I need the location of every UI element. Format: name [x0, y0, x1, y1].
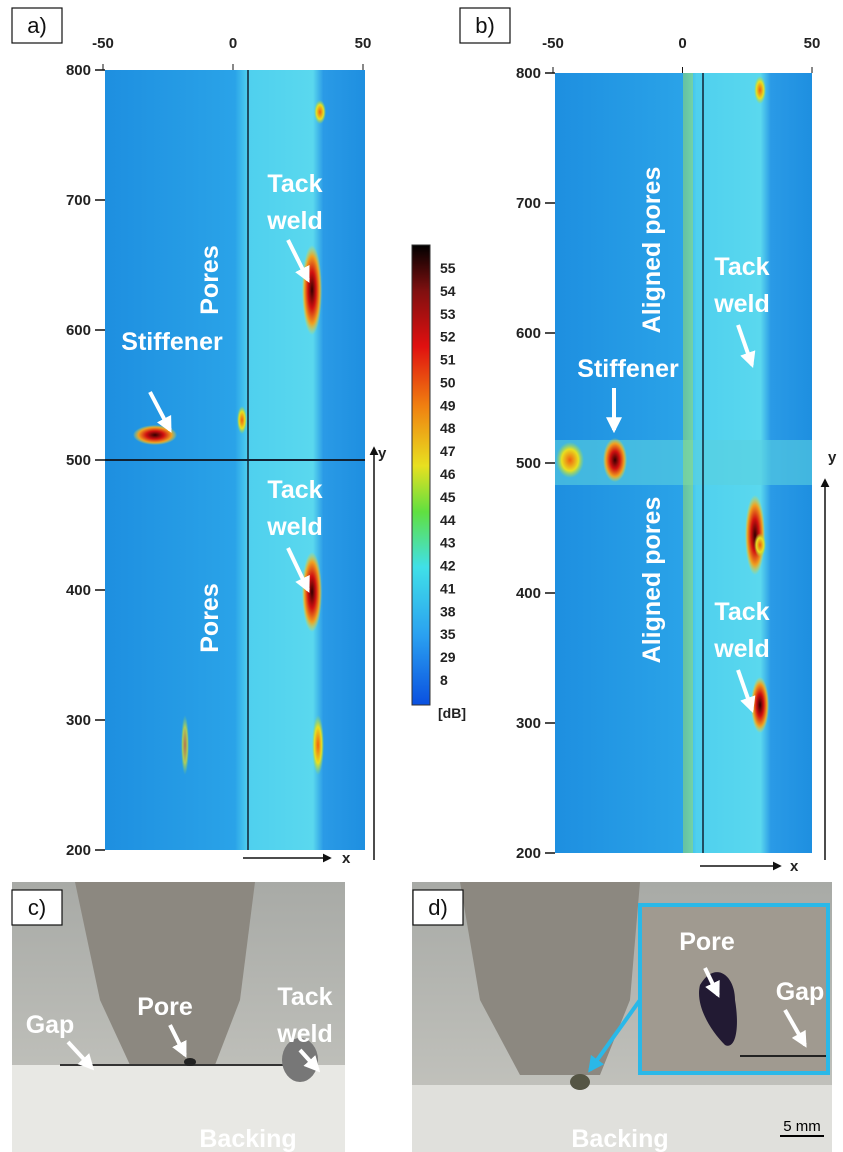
micrograph-d [412, 882, 832, 1152]
colorbar-label: 49 [440, 397, 456, 413]
x-tick-label: 50 [355, 35, 372, 52]
colorbar-label: 47 [440, 443, 456, 459]
annotation: Pores [196, 245, 224, 314]
x-tick-label: 0 [229, 35, 237, 52]
colorbar-label: 43 [440, 535, 456, 551]
colorbar-label: 35 [440, 626, 456, 642]
colorbar [412, 245, 430, 705]
y-tick-label: 600 [66, 322, 91, 339]
panel-label: c) [28, 895, 46, 920]
colorbar-label: 54 [440, 283, 456, 299]
y-tick-label: 700 [516, 195, 541, 212]
colorbar-label: 50 [440, 374, 456, 390]
panel-label: b) [475, 13, 495, 38]
annotation: Pores [196, 583, 224, 652]
panel-label: d) [428, 895, 448, 920]
annotation: weld [713, 290, 770, 318]
annotation: Stiffener [121, 328, 223, 356]
annotation: Aligned pores [638, 167, 666, 334]
y-axis-name: y [378, 445, 387, 462]
colorbar-label: 55 [440, 260, 456, 276]
colorbar-label: 51 [440, 352, 456, 368]
x-tick-label: 0 [678, 35, 686, 52]
y-tick-label: 500 [516, 455, 541, 472]
colorbar-label: 53 [440, 306, 456, 322]
colorbar-unit: [dB] [438, 705, 466, 721]
y-tick-label: 200 [516, 845, 541, 862]
colorbar-label: 8 [440, 672, 448, 688]
annotation: Gap [776, 978, 825, 1006]
annotation: weld [266, 207, 323, 235]
colorbar-label: 48 [440, 420, 456, 436]
colorbar-label: 45 [440, 489, 456, 505]
annotation: Gap [26, 1011, 75, 1039]
colorbar-label: 42 [440, 558, 456, 574]
annotation: Tack [267, 476, 322, 504]
colorbar-label: 41 [440, 580, 456, 596]
annotation: Tack [714, 598, 769, 626]
scan-b [555, 73, 812, 853]
annotation: weld [713, 635, 770, 663]
annotation: Backing [571, 1125, 668, 1152]
annotation: weld [266, 513, 323, 541]
annotation: Stiffener [577, 355, 679, 383]
colorbar-label: 52 [440, 329, 456, 345]
colorbar-label: 38 [440, 603, 456, 619]
panel-label: a) [27, 13, 47, 38]
y-tick-label: 300 [66, 712, 91, 729]
x-axis-name: x [790, 858, 799, 875]
y-tick-label: 500 [66, 452, 91, 469]
colorbar-label: 46 [440, 466, 456, 482]
annotation: Pore [679, 928, 735, 956]
y-tick-label: 600 [516, 325, 541, 342]
y-tick-label: 300 [516, 715, 541, 732]
figure: a)b)c)d)-50050800700600500400300200yx-50… [0, 0, 843, 1152]
annotation: Tack [277, 983, 332, 1011]
annotation: Backing [199, 1125, 296, 1152]
x-axis-name: x [342, 850, 351, 867]
y-tick-label: 700 [66, 192, 91, 209]
annotation: Tack [267, 170, 322, 198]
scan-a [105, 70, 365, 850]
x-tick-label: 50 [804, 35, 821, 52]
y-tick-label: 800 [516, 65, 541, 82]
x-tick-label: -50 [542, 35, 564, 52]
y-tick-label: 800 [66, 62, 91, 79]
y-tick-label: 400 [66, 582, 91, 599]
annotation: Aligned pores [638, 497, 666, 664]
scale-bar-label: 5 mm [783, 1118, 821, 1135]
y-axis-name: y [828, 449, 837, 466]
colorbar-label: 29 [440, 649, 456, 665]
x-tick-label: -50 [92, 35, 114, 52]
y-tick-label: 200 [66, 842, 91, 859]
colorbar-label: 44 [440, 512, 456, 528]
y-tick-label: 400 [516, 585, 541, 602]
annotation: Tack [714, 253, 769, 281]
annotation: Pore [137, 993, 193, 1021]
annotation: weld [276, 1020, 333, 1048]
